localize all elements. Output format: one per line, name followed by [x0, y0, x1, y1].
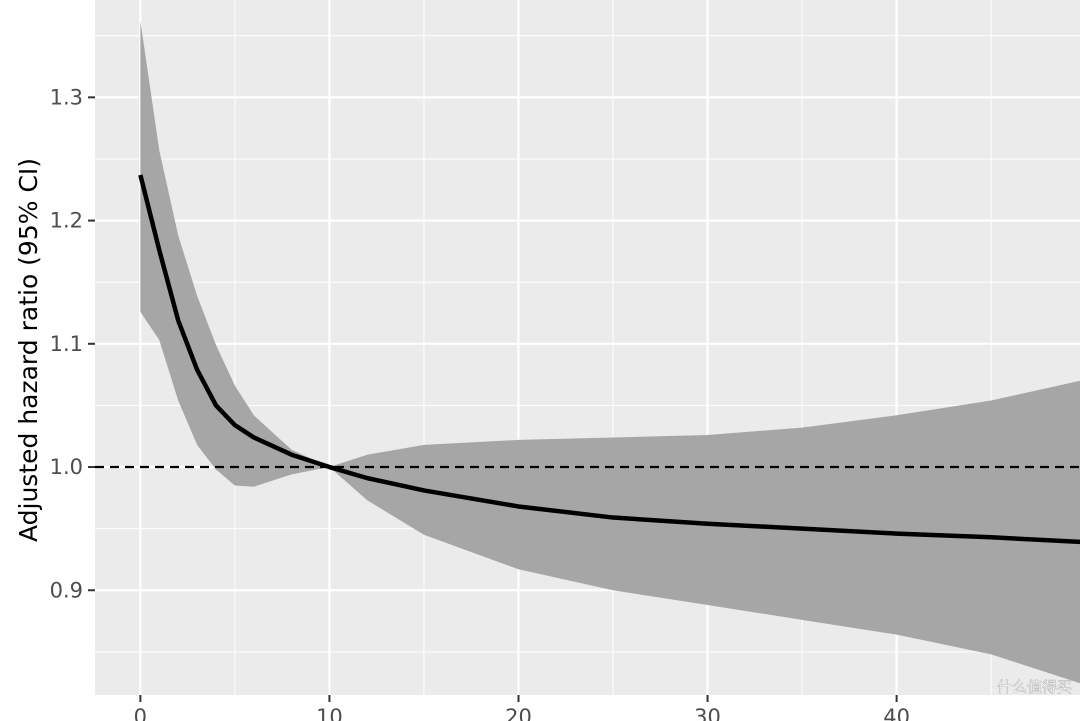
grid: [95, 0, 1080, 695]
plot-area: [95, 20, 1080, 684]
x-tick-label: 30: [694, 705, 721, 721]
x-tick-label: 0: [134, 705, 147, 721]
y-tick-label: 0.9: [50, 578, 83, 602]
x-tick-label: 40: [883, 705, 910, 721]
watermark: 什么值得买: [997, 678, 1072, 696]
x-tick-label: 10: [316, 705, 343, 721]
y-tick-label: 1.3: [50, 85, 83, 109]
fit-line: [138, 174, 1080, 545]
y-tick-label: 1.0: [50, 455, 83, 479]
x-tick-label: 20: [505, 705, 532, 721]
y-axis-title: Adjusted hazard ratio (95% CI): [14, 158, 43, 542]
y-tick-label: 1.2: [50, 209, 83, 233]
confidence-band: [140, 20, 1080, 684]
axes: 0 10 20 30 40 0.9 1.0 1.1 1.2 1.3: [50, 85, 910, 721]
y-tick-label: 1.1: [50, 332, 83, 356]
